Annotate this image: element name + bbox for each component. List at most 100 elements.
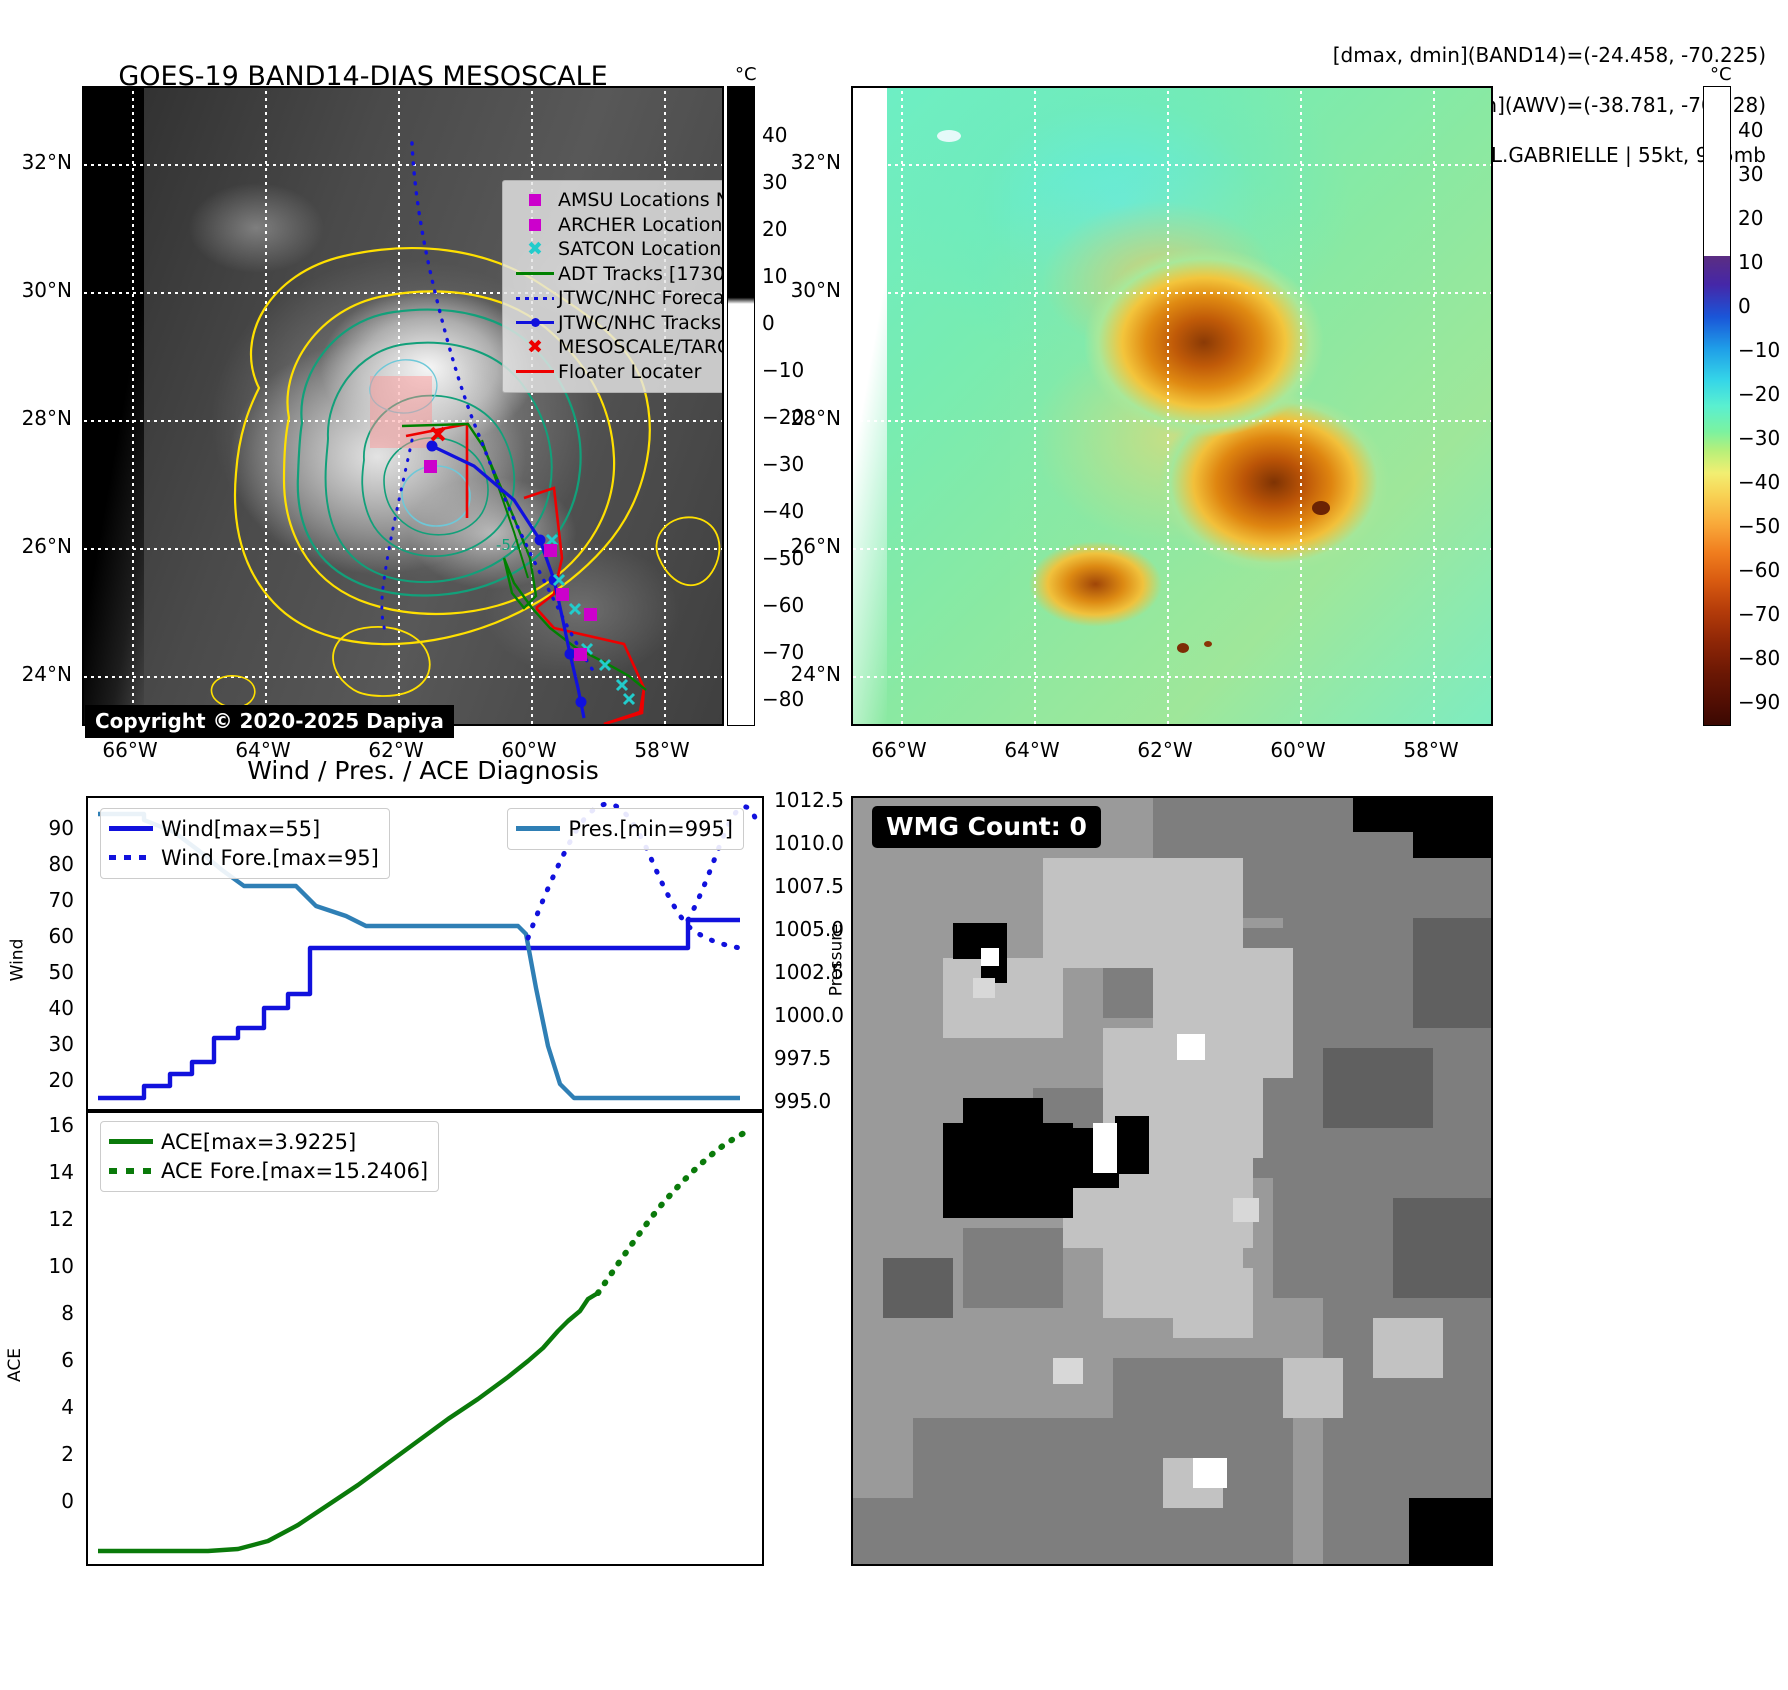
pressure-ytick: 1012.5: [774, 788, 844, 812]
wmg-mask-image[interactable]: [851, 796, 1493, 1566]
awv-xtick: 60°W: [1270, 738, 1326, 762]
title-line-1: GOES-19 BAND14-DIAS MESOSCALE: [118, 61, 608, 92]
legend-item-amsu: AMSU Locations NONE: [512, 188, 722, 213]
legend-item-adt-tracks: ADT Tracks [1730Z 43.0 998.0]: [512, 262, 724, 287]
wind-ytick: 70: [48, 888, 74, 912]
ace-ytick: 4: [61, 1395, 74, 1419]
pressure-ytick: 997.5: [774, 1046, 832, 1070]
gridline-lat: [853, 292, 1491, 294]
wind-ytick: 50: [48, 960, 74, 984]
ir-colorbar: [727, 86, 755, 726]
legend-item-satcon: ✖ SATCON Locations [1710Z 56 992]: [512, 237, 722, 262]
green-solid-line-icon: [109, 1139, 161, 1144]
wind-ytick: 80: [48, 852, 74, 876]
pressure-ytick: 1010.0: [774, 831, 844, 855]
legend-label: ADT Tracks [1730Z 43.0 998.0]: [558, 262, 724, 285]
ir-cb-tick: −50: [762, 546, 805, 570]
awv-cb-tick: −50: [1738, 514, 1781, 538]
legend-item-archer: ARCHER Locations [1245Z]: [512, 213, 724, 238]
awv-ytick: 30°N: [790, 278, 841, 302]
gridline-lat: [853, 676, 1491, 678]
gridline-lon: [664, 88, 666, 724]
ace-chart[interactable]: ACE[max=3.9225] ACE Fore.[max=15.2406]: [86, 1111, 764, 1566]
gridline-lon: [132, 88, 134, 724]
wind-legend: Wind[max=55] Wind Fore.[max=95]: [100, 808, 390, 879]
legend-label: ACE Fore.[max=15.2406]: [161, 1158, 429, 1183]
awv-cb-tick: 30: [1738, 162, 1764, 186]
green-dotted-line-icon: [109, 1167, 161, 1174]
dmax-dmin-band14: [dmax, dmin](BAND14)=(-24.458, -70.225): [1332, 43, 1766, 67]
awv-satellite-image[interactable]: [851, 86, 1493, 726]
ir-xtick: 60°W: [501, 738, 557, 762]
legend-label: Pres.[min=995]: [568, 816, 733, 841]
copyright-notice: Copyright © 2020-2025 Dapiya: [85, 705, 454, 738]
wind-pressure-chart[interactable]: Wind[max=55] Wind Fore.[max=95] Pres.[mi…: [86, 796, 764, 1111]
red-x-icon: ✖: [527, 335, 543, 358]
svg-text:-54: -54: [496, 536, 521, 554]
legend-label: JTWC/NHC Tracks [21/1200Z]: [558, 311, 722, 334]
ir-ytick: 28°N: [21, 406, 72, 430]
awv-cb-tick: 0: [1738, 294, 1751, 318]
ir-xtick: 66°W: [102, 738, 158, 762]
gridline-lon: [1433, 88, 1435, 724]
gridline-lat: [84, 548, 722, 550]
legend-item-wind: Wind[max=55]: [109, 814, 379, 843]
awv-cb-tick: −60: [1738, 558, 1781, 582]
gridline-lon: [1167, 88, 1169, 724]
ir-xtick: 58°W: [634, 738, 690, 762]
awv-cb-tick: −70: [1738, 602, 1781, 626]
pressure-legend: Pres.[min=995]: [507, 808, 744, 850]
ir-satellite-image[interactable]: -54: [82, 86, 724, 726]
ir-cb-tick: −30: [762, 452, 805, 476]
ir-cb-tick: −10: [762, 358, 805, 382]
ace-legend: ACE[max=3.9225] ACE Fore.[max=15.2406]: [100, 1121, 440, 1192]
ir-cb-tick: −20: [762, 405, 805, 429]
awv-xtick: 64°W: [1004, 738, 1060, 762]
ace-ytick: 14: [48, 1160, 74, 1184]
awv-detail-overlay: [937, 130, 1330, 653]
ace-ytick: 12: [48, 1207, 74, 1231]
magenta-square-icon: [512, 218, 558, 231]
pressure-ytick: 1007.5: [774, 874, 844, 898]
ir-ytick: 30°N: [21, 278, 72, 302]
gridline-lon: [1034, 88, 1036, 724]
legend-label: Floater Locater: [558, 360, 702, 383]
ace-ytick: 6: [61, 1348, 74, 1372]
magenta-square-icon: [512, 194, 558, 207]
green-line-icon: [512, 272, 558, 276]
gridline-lon: [265, 88, 267, 724]
wind-ytick: 20: [48, 1068, 74, 1092]
ace-ytick: 16: [48, 1113, 74, 1137]
legend-item-ace: ACE[max=3.9225]: [109, 1127, 428, 1156]
ir-ytick: 26°N: [21, 534, 72, 558]
cyan-x-icon: ✖: [527, 237, 543, 260]
ir-cb-tick: 40: [762, 123, 788, 147]
gridline-lon: [398, 88, 400, 724]
awv-cb-tick: −80: [1738, 646, 1781, 670]
pressure-ytick: 1005.0: [774, 917, 844, 941]
ir-cb-tick: −80: [762, 687, 805, 711]
ir-cb-tick: 30: [762, 170, 788, 194]
ace-ytick: 10: [48, 1254, 74, 1278]
pressure-ytick: 995.0: [774, 1089, 832, 1113]
ace-ytick: 0: [61, 1489, 74, 1513]
blue-line-marker-icon: [512, 318, 558, 328]
awv-cb-tick: −40: [1738, 470, 1781, 494]
wmg-mask-cells: [853, 798, 1491, 1564]
ir-limb-edge: [84, 88, 144, 724]
gridline-lon: [531, 88, 533, 724]
awv-ytick: 32°N: [790, 150, 841, 174]
legend-item-jtwc-forecast: JTWC/NHC Forecast [21/1200Z]: [512, 286, 724, 311]
legend-label: MESOSCALE/TARGET Location: [558, 336, 722, 359]
legend-item-mesoscale-target: ✖ MESOSCALE/TARGET Location: [512, 335, 722, 360]
ir-map-legend: AMSU Locations NONE ARCHER Locations [12…: [502, 180, 724, 393]
awv-xtick: 66°W: [871, 738, 927, 762]
ir-cb-tick: 0: [762, 311, 775, 335]
ir-overlay-vectors: -54: [210, 141, 721, 724]
wind-ytick: 90: [48, 816, 74, 840]
legend-item-floater-locater: Floater Locater: [512, 360, 722, 385]
awv-xtick: 62°W: [1137, 738, 1193, 762]
legend-label: ARCHER Locations [1245Z]: [558, 213, 724, 236]
legend-label: JTWC/NHC Forecast [21/1200Z]: [558, 287, 724, 310]
gridline-lat: [84, 676, 722, 678]
